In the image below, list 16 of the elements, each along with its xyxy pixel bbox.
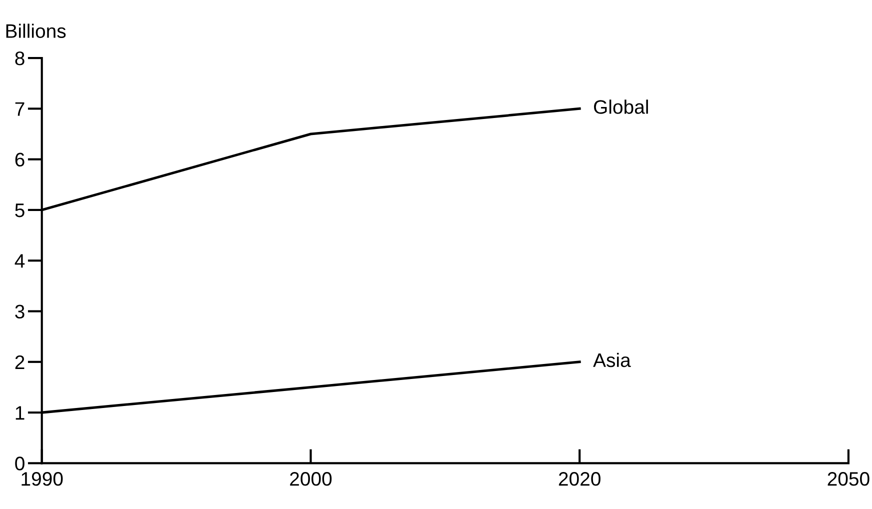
- y-tick-label: 5: [15, 204, 24, 218]
- y-tick-label: 4: [14, 254, 25, 268]
- x-tick-label: 2050: [828, 472, 870, 486]
- series-label: Global: [594, 100, 648, 114]
- y-tick-label: 8: [15, 51, 24, 66]
- x-tick-label: 2000: [290, 472, 332, 486]
- y-tick-label: 3: [15, 304, 24, 318]
- y-tick-label: 0: [15, 456, 24, 470]
- x-tick-label: 1990: [22, 472, 63, 486]
- y-tick-label: 6: [15, 152, 24, 167]
- y-tick-label: 7: [15, 102, 24, 116]
- series-label: Asia: [593, 352, 631, 368]
- y-tick-label: 2: [15, 355, 24, 369]
- y-tick-label: 1: [16, 406, 24, 420]
- x-tick-label: 2020: [558, 472, 600, 486]
- y-axis-title: Billions: [6, 24, 66, 38]
